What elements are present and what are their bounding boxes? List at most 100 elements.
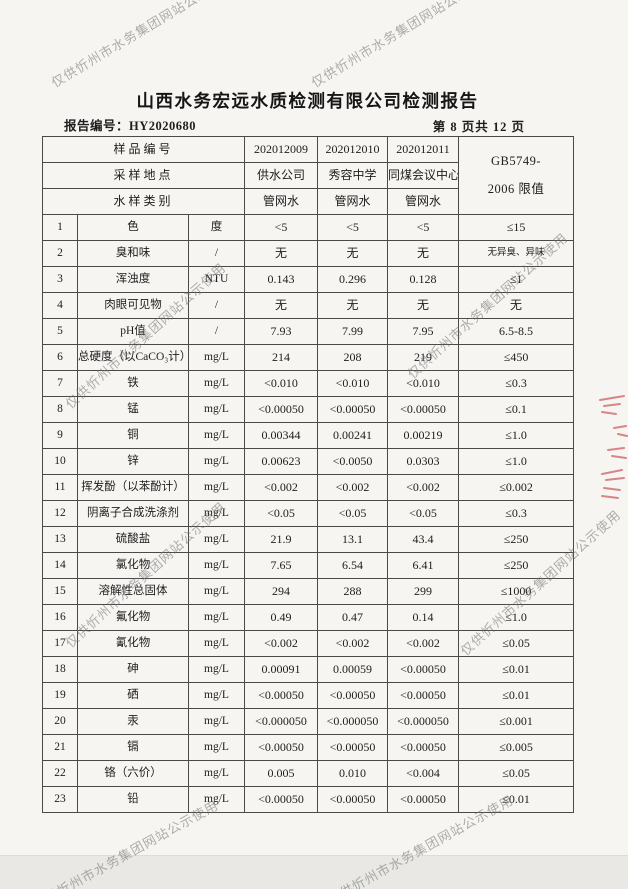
unit-value: mg/L [187,552,246,579]
sample-2-value: 无 [317,240,389,267]
results-table-header: 样品编号 202012009 202012010 202012011 GB574… [41,136,575,215]
water-type-2: 管网水 [317,188,389,215]
location-label: 采样地点 [41,162,246,189]
sample-2-value: 无 [317,292,389,319]
unit-value: mg/L [187,734,246,761]
parameter-name: 肉眼可见物 [77,292,189,319]
parameter-name: 铅 [77,786,189,813]
table-row: 4 肉眼可见物 / 无无无无 [42,292,575,319]
table-row: 1 色度 <5 <5 <5 ≤15 [42,214,575,241]
sample-id-label: 样品编号 [41,136,246,163]
parameter-name: 色 [77,214,189,241]
sample-1-value: <5 [244,214,319,241]
parameter-name: 硒 [77,682,189,709]
unit-value: / [187,318,246,345]
parameter-name: 铁 [77,370,189,397]
table-row: 21 镉 mg/L <0.00050 <0.00050 <0.00050 ≤0.005 [42,734,575,761]
limit-value: ≤1.0 [458,448,575,475]
sample-3-value: 43.4 [387,526,460,553]
limit-value: ≤15 [458,214,575,241]
limit-value: ≤0.1 [458,396,575,423]
unit-value: mg/L [187,422,246,449]
sample-1-value: 0.00091 [244,656,319,683]
table-row: 8 锰 mg/L <0.00050 <0.00050 <0.00050 ≤0.1 [42,396,575,423]
sample-3-value: 299 [387,578,460,605]
sample-2-value: <0.000050 [317,708,389,735]
sample-3-value: <0.00050 [387,786,460,813]
sample-3-value: 0.00219 [387,422,460,449]
results-table-body: 1 色度 <5 <5 <5 ≤15 2 臭和味 / 无无无无异臭、异味 3 浑浊度 NTU 0.143 0.… [42,214,575,813]
row-number: 20 [42,708,78,735]
table-row: 14 氯化物 mg/L 7.65 6.54 6.41 ≤250 [42,552,575,579]
sample-3-value: <0.000050 [387,708,460,735]
unit-value: mg/L [187,656,246,683]
report-number: 报告编号：HY2020680 [64,119,197,133]
watermark-text: 仅供忻州市水务集团网站公示使用 [308,0,497,91]
limit-standard-line2: 2006 限值 [487,181,545,196]
sample-3-value: <0.00050 [387,734,460,761]
limit-value: ≤0.002 [458,474,575,501]
sample-2-value: <0.002 [317,630,389,657]
limit-value: ≤250 [458,552,575,579]
sample-1-value: <0.002 [244,630,319,657]
sample-3-value: 0.0303 [387,448,460,475]
row-number: 18 [42,656,78,683]
parameter-name: 溶解性总固体 [77,578,189,605]
page-indicator: 第 8 页共 12 页 [432,120,525,134]
table-row: 7 铁 mg/L <0.010 <0.010 <0.010 ≤0.3 [42,370,575,397]
sample-2-value: 0.010 [317,760,389,787]
sample-1-value: 294 [244,578,319,605]
row-number: 6 [42,344,78,371]
header-row-location: 采样地点 供水公司 秀容中学 同煤会议中心 [41,162,574,189]
row-number: 9 [42,422,78,449]
sample-1-value: 21.9 [244,526,319,553]
unit-value: mg/L [187,604,246,631]
unit-value: mg/L [187,708,246,735]
unit-value: mg/L [187,578,246,605]
row-number: 3 [42,266,78,293]
parameter-name: 铬（六价） [77,760,189,787]
sample-3-value: <0.002 [387,474,460,501]
sample-1-value: 214 [244,344,319,371]
unit-value: mg/L [187,630,246,657]
limit-standard-header: GB5749- 2006 限值 [458,136,575,215]
sample-3-value: 6.41 [387,552,460,579]
row-number: 7 [42,370,78,397]
unit-value: mg/L [187,786,246,813]
sample-3-value: 0.14 [387,604,460,631]
row-number: 4 [42,292,78,319]
table-row: 2 臭和味 / 无无无无异臭、异味 [42,240,575,267]
table-row: 22 铬（六价） mg/L 0.005 0.010 <0.004 ≤0.05 [42,760,575,787]
parameter-name: 总硬度（以CaCO₃计） [77,344,189,371]
row-number: 5 [42,318,78,345]
sample-2-value: <0.002 [317,474,389,501]
sample-2-value: 0.296 [317,266,389,293]
sample-1-value: 0.49 [244,604,319,631]
row-number: 14 [42,552,78,579]
sample-2-value: <0.00050 [317,734,389,761]
header-row-sample-id: 样品编号 202012009 202012010 202012011 GB574… [41,136,575,215]
sample-3-value: 219 [387,344,460,371]
limit-value: ≤0.001 [458,708,575,735]
parameter-name: 氟化物 [77,604,189,631]
sample-1-value: <0.05 [244,500,319,527]
table-row: 18 砷 mg/L 0.00091 0.00059 <0.00050 ≤0.01 [42,656,575,683]
page-title: 山西水务宏远水质检测有限公司检测报告 [136,91,479,111]
sample-3-value: <0.004 [387,760,460,787]
water-type-3: 管网水 [387,188,460,215]
water-type-1: 管网水 [244,188,319,215]
limit-value: ≤0.05 [458,630,575,657]
table-row: 15 溶解性总固体 mg/L 294 288 299 ≤1000 [42,578,575,605]
sample-1-value: 0.00623 [244,448,319,475]
sample-1-value: 0.143 [244,266,319,293]
limit-value: ≤0.005 [458,734,575,761]
limit-value: ≤1.0 [458,604,575,631]
sample-3-value: 0.128 [387,266,460,293]
limit-value: ≤0.3 [458,370,575,397]
table-row: 12 阴离子合成洗涤剂 mg/L <0.05 <0.05 <0.05 ≤0.3 [42,500,575,527]
unit-value: mg/L [187,448,246,475]
parameter-name: 锌 [77,448,189,475]
water-type-label: 水样类别 [41,188,246,215]
location-1: 供水公司 [244,162,319,189]
unit-value: mg/L [187,370,246,397]
